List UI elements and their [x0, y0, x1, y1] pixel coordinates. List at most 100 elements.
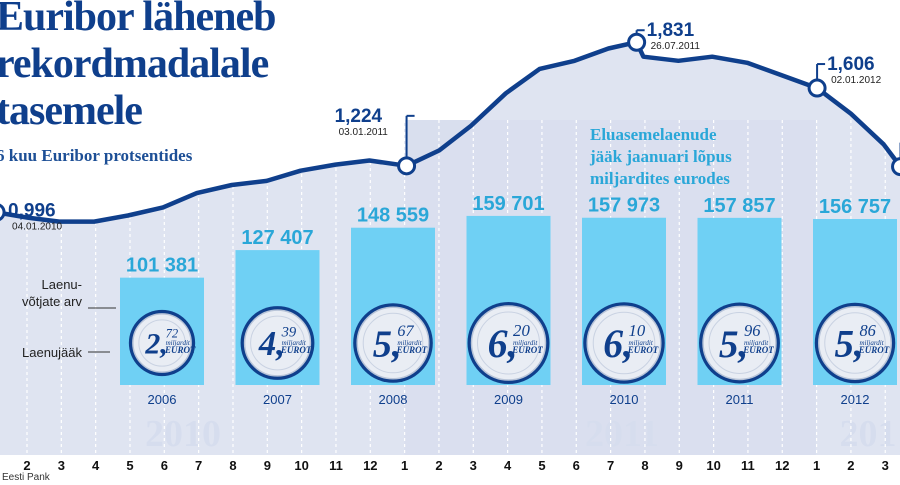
x-tick-label: 1 [401, 458, 408, 473]
x-tick-label: 5 [126, 458, 133, 473]
coin-value-dec: 96 [744, 321, 761, 340]
x-tick-label: 2 [435, 458, 442, 473]
coin-unit-top: miljardit [166, 339, 191, 347]
coin-unit-bottom: EURОT [742, 345, 774, 355]
x-tick-label: 4 [92, 458, 100, 473]
borrowers-value-label: 159 701 [472, 193, 544, 215]
headline-line-3: tasemele [0, 88, 143, 134]
x-tick-label: 8 [641, 458, 648, 473]
bar-year-label: 2008 [379, 392, 408, 407]
coin-unit-top: miljardit [629, 339, 654, 347]
x-tick-label: 12 [775, 458, 789, 473]
x-tick-label: 2 [23, 458, 30, 473]
x-tick-label: 7 [607, 458, 614, 473]
x-tick-label: 5 [538, 458, 545, 473]
coin-face [702, 305, 777, 381]
coin-unit-top: miljardit [397, 339, 422, 347]
coin-value-dec: 10 [629, 321, 646, 340]
bar-year-label: 2006 [148, 392, 177, 407]
x-tick-label: 1 [813, 458, 820, 473]
x-tick-label: 11 [741, 458, 755, 473]
coin-value-int: 5, [719, 322, 748, 366]
annotation-value: 1,224 [335, 106, 383, 127]
coin-value-dec: 86 [859, 321, 876, 340]
annotation-value: 0,996 [8, 200, 56, 221]
annotation-date: 04.01.2010 [12, 221, 62, 232]
bar-year-label: 2012 [841, 392, 870, 407]
euribor-area [0, 42, 900, 455]
x-tick-label: 4 [504, 458, 512, 473]
borrowers-value-label: 156 757 [819, 196, 891, 218]
bar-year-label: 2007 [263, 392, 292, 407]
loan-note-line-3: miljardites eurodes [590, 169, 730, 188]
coin-face [586, 305, 662, 381]
coin-unit-top: miljardit [859, 339, 884, 347]
coin-face [470, 305, 547, 381]
annotation-date: 26.07.2011 [651, 41, 701, 52]
coin-unit-bottom: EURОT [627, 345, 659, 355]
headline-line-1: Euribor läheneb [0, 0, 276, 40]
coin-unit-bottom: EURОT [164, 345, 196, 355]
coin-unit-bottom: EURОT [511, 345, 543, 355]
coin-ring [362, 312, 424, 374]
coin-unit-top: miljardit [744, 339, 769, 347]
bar-year-label: 2009 [494, 392, 523, 407]
x-tick-label: 8 [229, 458, 236, 473]
euribor-line [0, 39, 900, 224]
legend-borrowers-line-2: võtjate arv [22, 294, 82, 309]
coin-unit-bottom: EURОT [280, 345, 312, 355]
x-tick-label: 10 [706, 458, 720, 473]
legend-borrowers-label: Laenu- võtjate arv [0, 276, 82, 310]
annotation-marker [891, 157, 900, 177]
x-tick-label: 9 [676, 458, 683, 473]
coin-value-int: 4, [258, 324, 285, 363]
headline: Euribor läheneb rekordmadalale tasemele [0, 0, 276, 135]
legend-balance-label: Laenujääk [22, 345, 82, 360]
coin-value-int: 5, [373, 323, 402, 365]
borrowers-value-label: 157 857 [703, 195, 775, 217]
source-credit: Eesti Pank [2, 472, 50, 483]
x-tick-label: 12 [363, 458, 377, 473]
x-tick-label: 6 [161, 458, 168, 473]
coin-face [132, 313, 192, 373]
coin-value-dec: 39 [281, 325, 297, 341]
loan-note-line-1: Eluasemelaenude [590, 125, 717, 144]
annotation-value: 1,606 [827, 54, 875, 75]
coin-unit-top: miljardit [282, 339, 307, 347]
coin-ring [477, 311, 540, 375]
annotation-marker [0, 203, 6, 221]
annotation-date: 03.01.2011 [339, 127, 389, 138]
coin-face [356, 306, 430, 380]
annotation: 1,116.0 [891, 142, 900, 177]
bar-year-label: 2011 [726, 392, 754, 407]
x-tick-label: 7 [195, 458, 202, 473]
borrowers-value-label: 127 407 [241, 227, 313, 249]
coin-ring [824, 312, 886, 374]
annotation-marker [627, 32, 647, 52]
annotation-date: 02.01.2012 [831, 75, 881, 86]
bar-year-label: 2010 [610, 392, 639, 407]
coin-value-int: 2, [144, 327, 167, 360]
legend-borrowers-line-1: Laenu- [41, 277, 82, 292]
x-tick-label: 3 [470, 458, 477, 473]
coin-value-dec: 72 [166, 327, 179, 341]
coin-face [243, 309, 312, 377]
borrowers-value-label: 101 381 [126, 255, 198, 277]
coin-value-dec: 20 [513, 321, 530, 340]
coin-value-int: 5, [835, 323, 864, 366]
borrowers-value-label: 157 973 [588, 195, 660, 217]
coin-unit-top: miljardit [513, 339, 538, 347]
coin-value-int: 6, [488, 321, 518, 366]
coin-face [818, 306, 892, 380]
